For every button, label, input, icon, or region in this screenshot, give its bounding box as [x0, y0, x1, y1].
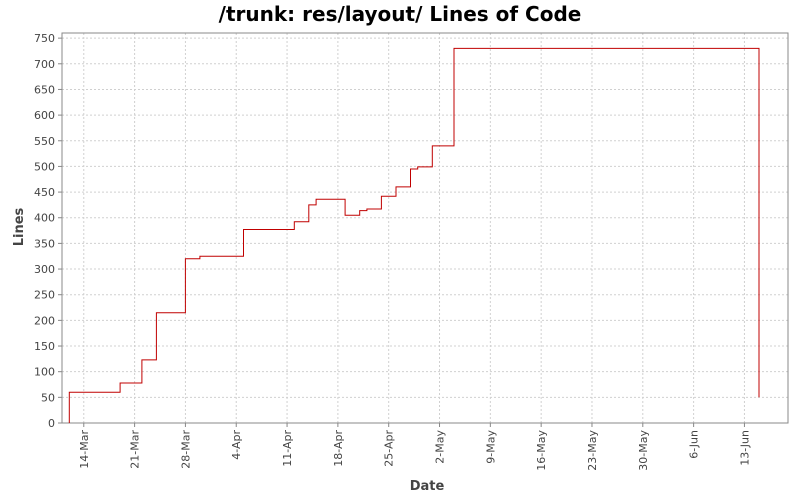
chart-title: /trunk: res/layout/ Lines of Code	[219, 2, 582, 26]
x-tick-label: 28-Mar	[179, 430, 192, 469]
y-axis: 0 50 100 150 200 250 300 350 400 450 500 550 600 650 7…	[34, 32, 62, 430]
x-tick-label: 18-Apr	[332, 430, 345, 467]
series-line	[68, 47, 760, 423]
x-tick-label: 23-May	[586, 430, 599, 471]
y-tick-label: 550	[34, 135, 55, 148]
y-tick-label: 100	[34, 366, 55, 379]
y-tick-label: 200	[34, 314, 55, 327]
x-tick-label: 21-Mar	[129, 430, 142, 469]
x-axis-label: Date	[410, 479, 445, 494]
x-tick-label: 16-May	[535, 430, 548, 471]
y-tick-label: 700	[34, 58, 55, 71]
series-layer	[68, 47, 760, 423]
grid-layer	[62, 33, 788, 424]
y-tick-label: 450	[34, 186, 55, 199]
x-tick-label: 2-May	[434, 430, 447, 464]
y-tick-label: 0	[48, 417, 55, 430]
y-axis-label: Lines	[12, 207, 27, 246]
y-tick-label: 150	[34, 340, 55, 353]
y-tick-label: 50	[41, 391, 55, 404]
y-tick-label: 250	[34, 289, 55, 302]
y-tick-label: 350	[34, 237, 55, 250]
y-tick-label: 650	[34, 83, 55, 96]
y-tick-label: 500	[34, 160, 55, 173]
x-tick-label: 13-Jun	[738, 430, 751, 466]
y-tick-label: 400	[34, 212, 55, 225]
x-tick-label: 14-Mar	[78, 430, 91, 469]
x-tick-label: 4-Apr	[230, 430, 243, 460]
x-tick-label: 30-May	[637, 430, 650, 471]
x-tick-label: 6-Jun	[688, 430, 701, 459]
x-tick-label: 11-Apr	[281, 430, 294, 467]
x-tick-label: 9-May	[484, 430, 497, 464]
y-tick-label: 300	[34, 263, 55, 276]
y-tick-label: 750	[34, 32, 55, 45]
plot-frame	[61, 32, 789, 424]
x-tick-label: 25-Apr	[383, 430, 396, 467]
x-axis: 14-Mar 21-Mar 28-Mar 4-Apr 11-Apr 18-Apr 25-Ap…	[78, 423, 751, 471]
y-tick-label: 600	[34, 109, 55, 122]
